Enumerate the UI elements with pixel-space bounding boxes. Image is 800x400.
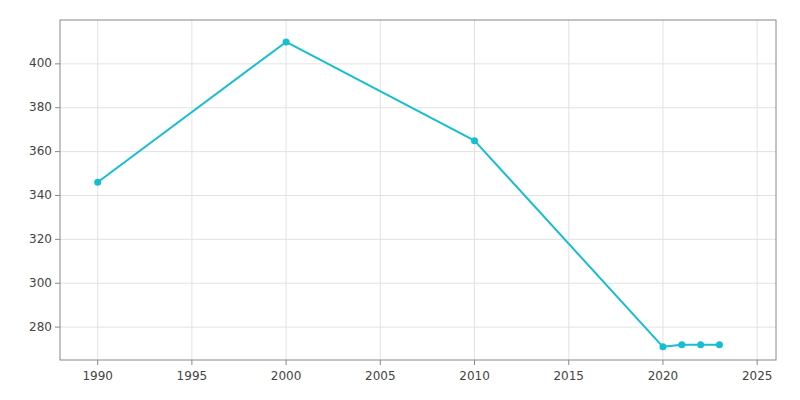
y-grid-line [60, 63, 776, 64]
y-tick [55, 63, 60, 64]
point [659, 343, 666, 350]
x-tick [474, 360, 475, 365]
x-grid-line [757, 20, 758, 360]
y-tick [55, 195, 60, 196]
x-tick-label: 1995 [177, 369, 208, 383]
x-grid-line [474, 20, 475, 360]
chart-svg: 280 300 320 340 360 380 400 1990 1995 2000 2005 201… [0, 0, 800, 400]
y-grid-line [60, 327, 776, 328]
grid [60, 20, 776, 360]
x-tick-label: 2005 [365, 369, 396, 383]
x-tick [286, 360, 287, 365]
series [94, 38, 723, 350]
x-tick [191, 360, 192, 365]
point [471, 137, 478, 144]
x-tick-label: 2020 [648, 369, 679, 383]
plot-frame [60, 20, 776, 360]
x-grid-line [191, 20, 192, 360]
x-tick-label: 2010 [459, 369, 490, 383]
x-grid-line [380, 20, 381, 360]
point [678, 341, 685, 348]
y-tick-label: 340 [29, 188, 52, 202]
y-tick-label: 360 [29, 144, 52, 158]
point [94, 179, 101, 186]
point [716, 341, 723, 348]
x-tick [757, 360, 758, 365]
y-tick-label: 400 [29, 56, 52, 70]
y-tick [55, 327, 60, 328]
x-tick [568, 360, 569, 365]
x-grid-line [286, 20, 287, 360]
x-grid-line [97, 20, 98, 360]
x-tick [97, 360, 98, 365]
x-tick-label: 1990 [82, 369, 113, 383]
y-grid-line [60, 239, 776, 240]
y-tick-label: 300 [29, 276, 52, 290]
x-tick-label: 2015 [553, 369, 584, 383]
axes: 280 300 320 340 360 380 400 1990 1995 2000 2005 201… [29, 20, 776, 383]
y-tick [55, 283, 60, 284]
x-tick-label: 2025 [742, 369, 773, 383]
line [98, 42, 720, 347]
point [283, 38, 290, 45]
x-tick [380, 360, 381, 365]
y-tick-label: 280 [29, 320, 52, 334]
y-tick-label: 320 [29, 232, 52, 246]
y-tick [55, 239, 60, 240]
x-grid-line [662, 20, 663, 360]
y-tick-label: 380 [29, 100, 52, 114]
y-tick [55, 107, 60, 108]
x-grid-line [568, 20, 569, 360]
y-tick [55, 151, 60, 152]
y-grid-line [60, 107, 776, 108]
y-grid-line [60, 195, 776, 196]
point [697, 341, 704, 348]
y-grid-line [60, 283, 776, 284]
x-tick [662, 360, 663, 365]
y-grid-line [60, 151, 776, 152]
x-tick-label: 2000 [271, 369, 302, 383]
chart-container: 280 300 320 340 360 380 400 1990 1995 2000 2005 201… [0, 0, 800, 400]
